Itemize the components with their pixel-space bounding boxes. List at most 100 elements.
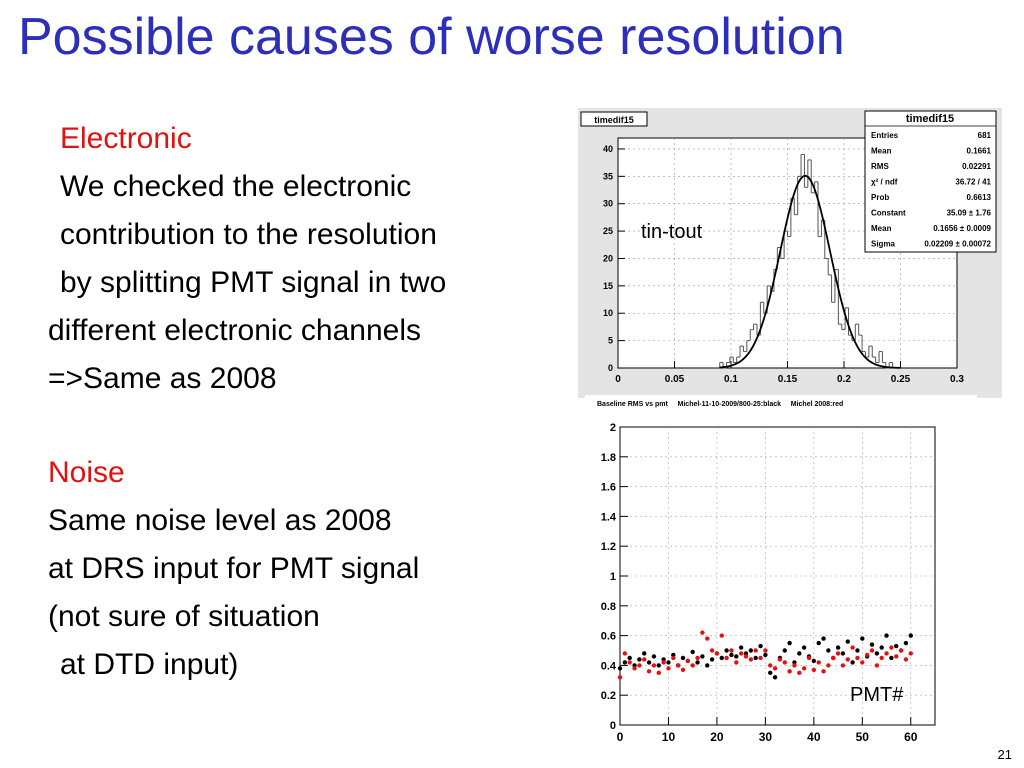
stats-label: Constant: [871, 209, 906, 218]
electronic-text-line-1: We checked the electronic: [60, 170, 412, 203]
stats-value: 0.02291: [962, 162, 991, 171]
scatter-point-red: [782, 660, 787, 665]
scatter-point-red: [734, 660, 739, 665]
scatter-point-black: [884, 633, 889, 638]
section-heading-electronic: Electronic: [60, 122, 192, 155]
scatter-point-black: [724, 648, 729, 653]
scatter-point-black: [700, 654, 705, 659]
scatter-point-black: [903, 640, 909, 646]
stats-value: 0.1656 ± 0.0009: [933, 224, 991, 233]
scatter-point-black: [869, 642, 875, 647]
histogram-ytick-label: 15: [603, 281, 613, 291]
scatter-ytick-label: 0.2: [601, 690, 616, 702]
scatter-point-black: [719, 655, 724, 661]
histogram-xtick-label: 0.1: [724, 374, 738, 385]
scatter-point-black: [772, 675, 778, 680]
scatter-ytick-label: 1: [610, 571, 616, 583]
histogram-title: timedif15: [594, 115, 634, 125]
scatter-ytick-label: 0.6: [601, 631, 616, 643]
histogram-ytick-label: 20: [603, 253, 613, 263]
scatter-point-black: [680, 655, 686, 661]
histogram-xtick-label: 0.2: [837, 374, 851, 385]
scatter-point-red: [748, 657, 754, 662]
scatter-xtick-label: 0: [617, 730, 624, 744]
timedif-histogram-chart: timedif15 0 0.05 0.1 0.15 0.2 0.25 0.3 0 5 10 15 2…: [578, 108, 1002, 398]
scatter-point-red: [811, 667, 817, 673]
scatter-point-black: [666, 660, 671, 665]
scatter-point-red: [627, 660, 632, 665]
noise-text-line-1: Same noise level as 2008: [48, 504, 392, 537]
histogram-ytick-label: 0: [608, 363, 613, 373]
scatter-xtick-label: 40: [807, 730, 821, 744]
scatter-point-red: [690, 663, 695, 668]
stats-box-title: timedif15: [906, 113, 954, 125]
scatter-point-black: [855, 648, 860, 653]
scatter-point-black: [840, 651, 846, 656]
scatter-point-red: [617, 675, 623, 680]
scatter-point-red: [758, 655, 763, 661]
scatter-point-black: [734, 654, 739, 659]
scatter-point-black: [763, 652, 768, 658]
page-number: 21: [997, 747, 1012, 762]
histogram-xtick-label: 0.15: [778, 374, 798, 385]
scatter-point-black: [874, 651, 880, 656]
scatter-point-black: [627, 655, 632, 661]
scatter-point-black: [835, 645, 841, 650]
scatter-point-black: [894, 643, 899, 649]
scatter-point-red: [622, 651, 628, 656]
stats-value: 681: [978, 131, 992, 140]
scatter-xtick-label: 10: [662, 730, 676, 744]
histogram-ytick-label: 30: [603, 199, 613, 209]
scatter-point-red: [772, 666, 778, 671]
histogram-xtick-label: 0.3: [950, 374, 964, 385]
scatter-point-red: [894, 654, 899, 659]
section-heading-noise: Noise: [48, 456, 125, 489]
scatter-point-red: [763, 648, 768, 653]
scatter-ytick-label: 1.2: [601, 541, 616, 553]
scatter-point-black: [787, 640, 792, 646]
scatter-point-red: [879, 655, 884, 661]
stats-label: RMS: [871, 162, 889, 171]
scatter-ytick-label: 1.4: [601, 511, 617, 523]
histogram-ytick-label: 10: [603, 308, 613, 318]
stats-value: 0.1661: [967, 147, 992, 156]
stats-label: Prob: [871, 193, 889, 202]
stats-label: χ² / ndf: [871, 178, 898, 187]
scatter-point-red: [685, 658, 691, 664]
histogram-xtick-label: 0.05: [665, 374, 685, 385]
scatter-ytick-label: 0.8: [601, 601, 616, 613]
noise-text-line-2: at DRS input for PMT signal: [48, 552, 420, 585]
histogram-ytick-label: 40: [603, 144, 613, 154]
histogram-title-box: [580, 111, 648, 127]
electronic-text-line-3: by splitting PMT signal in two: [60, 266, 447, 299]
electronic-text-line-5: =>Same as 2008: [48, 362, 277, 395]
scatter-point-red: [884, 651, 889, 656]
noise-text-line-4: at DTD input): [60, 648, 239, 681]
scatter-point-red: [642, 657, 647, 662]
stats-value: 36.72 / 41: [955, 178, 991, 187]
scatter-point-red: [864, 652, 870, 658]
scatter-frame: [619, 426, 936, 726]
scatter-point-black: [811, 658, 817, 664]
stats-label: Sigma: [871, 240, 896, 249]
scatter-point-black: [782, 648, 787, 653]
histogram-ytick-label: 25: [603, 226, 613, 236]
scatter-point-red: [637, 663, 642, 668]
scatter-point-red: [831, 655, 836, 661]
baseline-rms-scatter-chart: Baseline RMS vs pmt Michel-11-10-2009/80…: [585, 395, 977, 763]
scatter-point-red: [850, 645, 855, 650]
stats-label: Mean: [871, 224, 892, 233]
scatter-title: Baseline RMS vs pmt Michel-11-10-2009/80…: [597, 401, 843, 408]
scatter-point-black: [821, 636, 826, 641]
scatter-point-black: [738, 645, 744, 650]
histogram-ytick-label: 35: [603, 171, 613, 181]
stats-value: 35.09 ± 1.76: [947, 209, 992, 218]
scatter-point-black: [729, 652, 734, 658]
scatter-point-red: [797, 670, 802, 676]
scatter-xtick-label: 30: [759, 730, 773, 744]
electronic-text-line-2: contribution to the resolution: [60, 218, 437, 251]
scatter-point-red: [768, 663, 773, 668]
scatter-point-red: [671, 655, 676, 661]
scatter-point-red: [792, 663, 797, 668]
scatter-xtick-label: 50: [856, 730, 870, 744]
